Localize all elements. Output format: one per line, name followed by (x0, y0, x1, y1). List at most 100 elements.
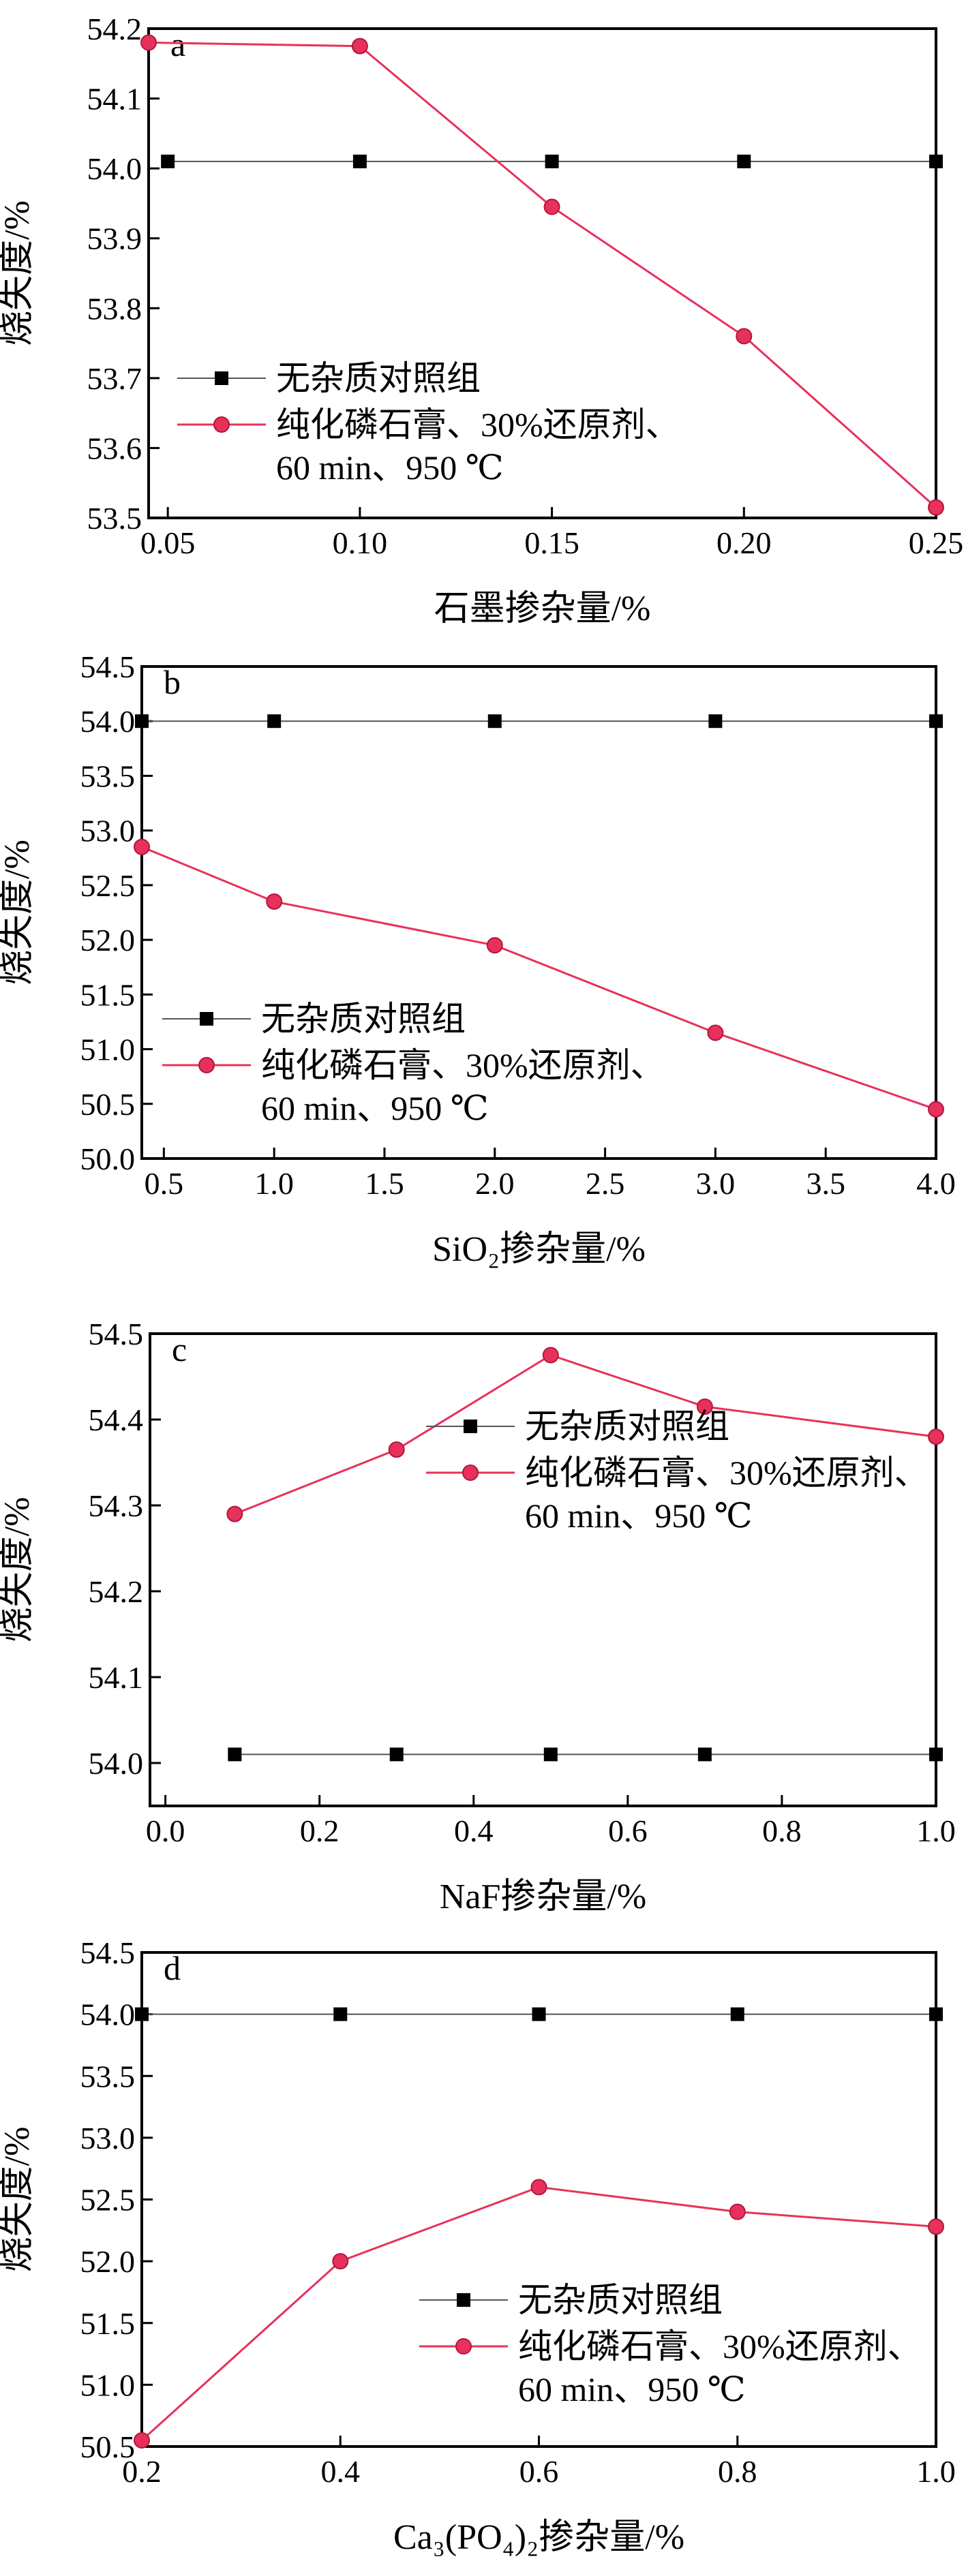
control-data-point (929, 154, 943, 168)
control-data-point (737, 154, 751, 168)
control-data-point (267, 714, 282, 729)
x-tick-label: 0.05 (140, 525, 196, 560)
y-tick-label: 52.5 (80, 868, 136, 903)
sample-data-point (134, 2432, 150, 2449)
plot-frame (149, 1332, 937, 1807)
plot-frame (140, 665, 937, 1160)
sample-data-point (928, 2218, 944, 2235)
x-tick-label: 2.0 (475, 1166, 515, 1201)
x-tick-label: 0.8 (718, 2454, 757, 2489)
x-tick-label: 0.2 (300, 1813, 339, 1848)
control-data-point (543, 1747, 558, 1762)
legend-control-label: 无杂质对照组 (525, 1407, 729, 1445)
sample-data-point (486, 937, 503, 954)
y-tick-label: 53.7 (87, 361, 142, 396)
x-tick-label: 1.0 (916, 2454, 956, 2489)
x-tick-label: 0.4 (454, 1813, 494, 1848)
legend-sample-marker (462, 1465, 479, 1481)
y-tick-label: 50.0 (80, 1141, 136, 1176)
sample-data-point (928, 1101, 944, 1118)
x-tick-label: 0.6 (519, 2454, 559, 2489)
legend-control-marker (457, 2293, 470, 2307)
sample-data-point (134, 838, 150, 855)
y-tick-label: 54.4 (89, 1402, 144, 1437)
control-data-point (135, 714, 149, 729)
control-data-point (697, 1747, 712, 1762)
x-tick-label: 0.4 (321, 2454, 361, 2489)
chart-panel-b: 0.5 1.0 1.5 2.0 2.5 3.0 3.5 4.0 50.0 50.5 51.0 51.5… (0, 649, 956, 1269)
sample-data-point (266, 893, 283, 910)
control-data-point (929, 714, 943, 729)
legend-sample-label-2: 60 min、950 ℃ (261, 1089, 489, 1127)
y-axis-label: 烧失度/% (0, 840, 37, 985)
chart-panel-a: 0.05 0.10 0.15 0.20 0.25 53.5 53.6 53.7 53.8 53.9… (0, 12, 963, 628)
sample-data-point (543, 198, 560, 215)
legend-sample-label-2: 60 min、950 ℃ (276, 448, 504, 487)
legend-sample-label-2: 60 min、950 ℃ (525, 1497, 753, 1535)
y-tick-label: 54.3 (89, 1488, 144, 1523)
legend-sample-label-2: 60 min、950 ℃ (518, 2370, 746, 2408)
y-tick-label: 53.5 (80, 2059, 136, 2094)
x-tick-label: 0.0 (146, 1813, 185, 1848)
sample-data-point (388, 1441, 405, 1458)
x-tick-label: 0.20 (716, 525, 772, 560)
control-data-point (135, 2007, 149, 2021)
control-data-point (545, 154, 559, 168)
legend-control-label: 无杂质对照组 (518, 2281, 723, 2319)
y-tick-label: 53.6 (87, 431, 142, 465)
y-tick-label: 53.9 (87, 221, 142, 256)
x-tick-label: 0.5 (145, 1166, 184, 1201)
y-tick-label: 52.0 (80, 2244, 136, 2279)
x-axis-label: 石墨掺杂量/% (434, 589, 651, 628)
y-tick-label: 51.5 (80, 2306, 136, 2341)
sample-data-point (542, 1347, 559, 1364)
y-tick-label: 53.0 (80, 814, 136, 848)
legend-sample-marker (213, 416, 230, 433)
legend-sample-label: 纯化磷石膏、30%还原剂、 (261, 1046, 665, 1084)
x-tick-label: 2.5 (586, 1166, 625, 1201)
plot-frame (147, 27, 937, 519)
y-tick-label: 53.8 (87, 291, 142, 326)
sample-data-point (707, 1024, 724, 1041)
x-tick-label: 0.2 (122, 2454, 162, 2489)
control-data-point (161, 154, 175, 168)
y-tick-label: 54.5 (80, 1935, 136, 1970)
control-data-point (352, 154, 367, 168)
y-tick-label: 52.0 (80, 923, 136, 957)
y-tick-label: 51.0 (80, 1032, 136, 1067)
y-axis-label: 烧失度/% (0, 2127, 37, 2273)
legend-sample-marker (455, 2338, 472, 2355)
x-tick-label: 3.5 (806, 1166, 845, 1201)
control-data-point (228, 1747, 242, 1762)
control-data-point (487, 714, 502, 729)
sample-data-point (530, 2179, 547, 2196)
x-tick-label: 1.0 (254, 1166, 294, 1201)
legend-sample-marker (198, 1057, 215, 1073)
y-tick-label: 51.5 (80, 977, 136, 1012)
x-tick-label: 0.15 (524, 525, 579, 560)
y-tick-label: 54.0 (80, 704, 136, 739)
chart-panel-d: 0.2 0.4 0.6 0.8 1.0 50.5 51.0 51.5 52.0 52.5 53.0 5… (0, 1935, 956, 2557)
legend-control-marker (464, 1420, 477, 1433)
x-tick-label: 0.6 (608, 1813, 648, 1848)
legend-control-label: 无杂质对照组 (261, 1000, 466, 1038)
control-data-point (929, 2007, 943, 2021)
x-axis-label: Ca₃(PO₄)₂掺杂量/% (393, 2518, 684, 2557)
y-tick-label: 51.0 (80, 2367, 136, 2402)
y-tick-label: 54.0 (80, 1997, 136, 2032)
sample-data-point (332, 2253, 349, 2270)
control-data-point (532, 2007, 546, 2021)
y-axis-label: 烧失度/% (0, 200, 37, 346)
y-axis-label: 烧失度/% (0, 1497, 37, 1643)
control-data-point (333, 2007, 348, 2021)
legend-control-label: 无杂质对照组 (276, 359, 481, 397)
sample-data-point (696, 1398, 713, 1415)
y-tick-label: 54.5 (89, 1317, 144, 1351)
y-tick-label: 50.5 (80, 2429, 136, 2464)
chart-panel-c: 0.0 0.2 0.4 0.6 0.8 1.0 54.0 54.1 54.2 54.3 54.4 54… (0, 1317, 956, 1916)
